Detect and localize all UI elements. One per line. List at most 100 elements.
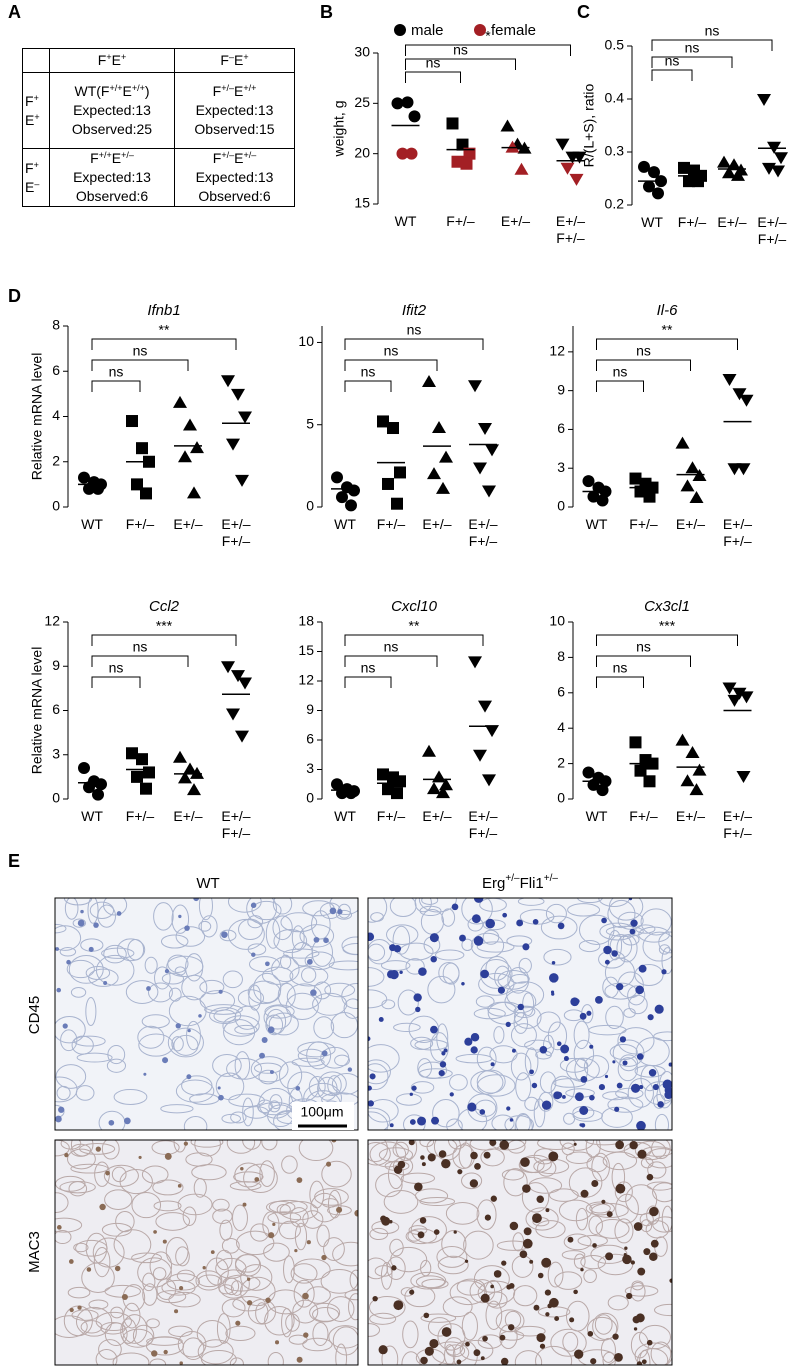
stained-cell	[533, 1304, 540, 1311]
significance-bracket	[405, 44, 571, 56]
alveolus	[68, 1181, 88, 1197]
heading-part: Fli1	[520, 875, 544, 892]
stained-cell	[629, 928, 636, 935]
stained-cell	[62, 1023, 68, 1029]
alveolus	[589, 1203, 611, 1214]
stained-cell	[587, 1330, 594, 1337]
y-tick-label: 9	[557, 381, 565, 397]
table-line: Observed:15	[175, 120, 294, 139]
stained-cell	[641, 1359, 647, 1365]
alveolus	[389, 898, 417, 918]
alveolus	[131, 1252, 162, 1264]
alveolus	[415, 1275, 446, 1289]
stained-cell	[522, 943, 530, 951]
x-tick-label: F+/–	[126, 808, 155, 824]
stained-cell	[69, 1307, 74, 1313]
heading-part: +/–	[544, 873, 559, 884]
stained-cell	[459, 934, 466, 942]
data-point	[732, 687, 747, 700]
stained-cell	[464, 1259, 469, 1263]
significance-label: ns	[426, 55, 441, 71]
alveolus	[153, 1200, 182, 1212]
superscript: +/+	[243, 83, 257, 93]
alveolus	[55, 1315, 88, 1339]
stained-cell	[643, 1248, 651, 1256]
stained-cell	[175, 1023, 181, 1029]
y-tick-label: 15	[298, 642, 314, 658]
alveolus	[103, 944, 127, 964]
data-point	[727, 463, 742, 476]
data-point	[473, 749, 487, 762]
alveolus	[268, 1012, 299, 1036]
alveolus	[272, 915, 293, 941]
stained-cell	[198, 1014, 202, 1018]
stained-cell	[490, 1195, 497, 1202]
stained-cell	[590, 1358, 597, 1365]
y-tick-label: 0	[52, 790, 60, 806]
alveolus	[302, 1337, 333, 1352]
stained-cell	[629, 1140, 638, 1150]
stained-cell	[598, 1084, 606, 1091]
alveolus	[293, 1258, 331, 1281]
alveolus	[476, 1069, 506, 1094]
table-text: Expected:13	[73, 169, 151, 185]
alveolus	[175, 926, 206, 947]
x-tick-label: WT	[81, 808, 103, 824]
table-text: E	[233, 52, 244, 68]
alveolus	[232, 1295, 266, 1312]
alveolus	[661, 1205, 672, 1233]
alveolus	[219, 1219, 233, 1241]
data-point	[405, 147, 418, 160]
x-tick-label: E+/– F+/–	[757, 214, 786, 247]
alveolus	[56, 1085, 71, 1101]
alveolus	[215, 1249, 233, 1271]
data-point	[648, 166, 660, 179]
alveolus	[461, 938, 474, 952]
alveolus	[293, 1279, 315, 1308]
stained-cell	[221, 931, 228, 938]
alveolus	[590, 1244, 628, 1264]
stained-cell	[347, 1067, 353, 1072]
stained-cell	[499, 1334, 506, 1341]
alveolus	[387, 1160, 404, 1190]
data-point	[382, 477, 394, 490]
data-point	[478, 700, 492, 713]
alveolus	[605, 1005, 624, 1030]
stained-cell	[567, 1236, 574, 1243]
stained-cell	[536, 1195, 544, 1204]
data-point	[473, 462, 487, 475]
stained-cell	[303, 1332, 309, 1338]
alveolus	[607, 1295, 629, 1311]
table-row: F+ E+ WT(F+/+E+/+) Expected:13 Observed:25 F+…	[22, 72, 295, 149]
alveolus	[199, 979, 225, 995]
alveolus	[175, 1246, 190, 1267]
alveolus	[175, 1079, 215, 1103]
significance-bracket	[344, 359, 438, 371]
alveolus	[489, 1045, 518, 1064]
alveolus	[173, 1034, 199, 1056]
alveolus	[410, 1036, 434, 1050]
stained-cell	[569, 1317, 575, 1323]
alveolus	[506, 935, 533, 947]
data-point	[136, 442, 148, 455]
stained-cell	[217, 1086, 221, 1090]
table-cell: F–E+	[174, 48, 295, 73]
stained-cell	[272, 1222, 276, 1226]
alveolus	[168, 987, 182, 1002]
stained-cell	[516, 919, 524, 927]
alveolus	[617, 911, 644, 930]
alveolus	[229, 1357, 244, 1365]
stained-cell	[163, 1349, 168, 1355]
stained-cell	[88, 946, 94, 952]
data-point	[485, 725, 499, 738]
stained-cell	[579, 1012, 587, 1020]
alveolus	[654, 1113, 670, 1130]
alveolus	[437, 1255, 469, 1275]
table-text: Expected:13	[195, 102, 274, 118]
stained-cell	[381, 1216, 391, 1226]
data-point	[221, 661, 235, 674]
alveolus	[504, 1115, 535, 1130]
alveolus	[522, 992, 535, 1016]
table-text: E	[25, 111, 35, 128]
stained-cell	[480, 1293, 490, 1303]
